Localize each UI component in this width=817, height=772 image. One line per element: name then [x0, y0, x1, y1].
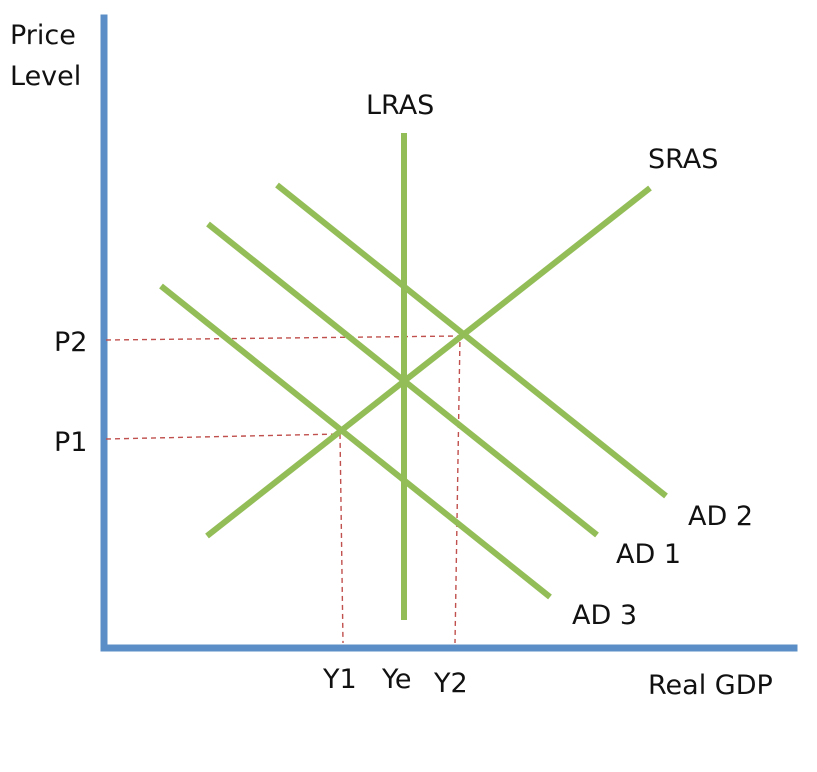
- y1-label: Y1: [322, 664, 357, 695]
- y-axis-label-line1: Price: [10, 20, 76, 51]
- ad1-curve: [206, 221, 599, 538]
- p2-label: P2: [54, 327, 87, 358]
- ad2-curve: [275, 182, 668, 499]
- sras-label: SRAS: [648, 144, 718, 175]
- ad3-curve: [159, 283, 552, 600]
- x-axis-label: Real GDP: [648, 670, 773, 701]
- ad2-label: AD 2: [688, 501, 753, 532]
- sras-curve: [205, 185, 652, 539]
- lras-label: LRAS: [366, 90, 434, 121]
- ad3-label: AD 3: [572, 600, 637, 631]
- ad1-label: AD 1: [616, 539, 681, 570]
- p1-label: P1: [54, 427, 87, 458]
- y2-label: Y2: [433, 668, 468, 699]
- y-axis-label-line2: Level: [10, 61, 81, 92]
- p1-y1-guide: [105, 433, 344, 644]
- ye-label: Ye: [381, 664, 412, 695]
